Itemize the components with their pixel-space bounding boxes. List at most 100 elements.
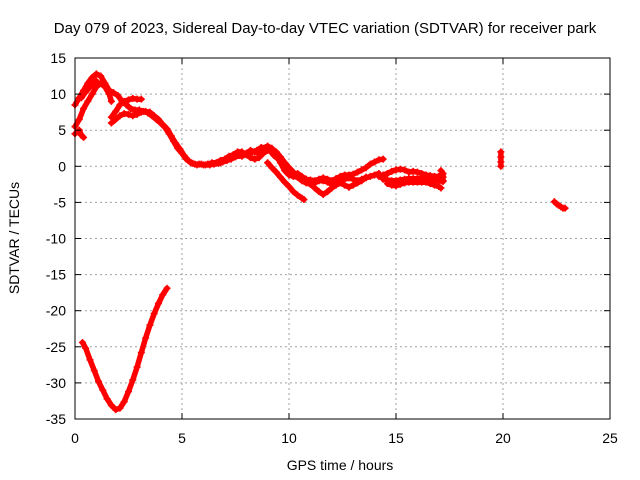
chart-title: Day 079 of 2023, Sidereal Day-to-day VTE… [54,20,597,37]
data-point [221,157,229,165]
data-point [80,105,88,113]
data-point [328,184,336,192]
y-tick-label: -20 [46,303,66,319]
data-point [154,299,162,307]
data-point [150,310,158,318]
y-tick-label: -5 [54,194,67,210]
series-arc-13 [437,167,447,185]
x-tick-labels: 0 5 10 15 20 25 [71,430,618,446]
data-point [388,167,396,175]
data-point [125,110,132,118]
data-point [281,167,289,175]
y-tick-label: -30 [46,375,66,391]
x-axis-label: GPS time / hours [287,457,394,473]
data-point [401,166,409,174]
series-trace [79,285,170,413]
data-point [129,376,137,384]
data-point [358,166,366,174]
data-point [437,184,445,192]
data-point [184,157,192,165]
data-point [341,181,349,189]
data-point [379,155,387,163]
series-arc-6 [107,94,145,121]
data-point [116,404,124,412]
data-point [345,174,353,182]
data-point [97,79,105,87]
series-arc-8 [264,159,308,204]
y-tick-label: -25 [46,339,66,355]
data-point [101,83,109,91]
data-point [159,291,167,299]
data-point [116,112,124,120]
data-point [99,386,107,394]
data-point [88,73,96,81]
y-tick-label: -10 [46,231,66,247]
series-arc-15 [550,198,569,212]
grid [75,58,610,419]
data-point [285,164,293,172]
data-point [163,284,171,292]
data-point [298,172,306,180]
data-point [319,177,327,185]
axis-ticks [74,57,611,420]
data-point [146,108,154,116]
data-point [133,363,141,371]
data-point [311,184,319,192]
data-point [105,90,113,98]
data-point [426,180,434,188]
data-point [114,92,122,100]
data-point [294,191,302,199]
data-point [176,145,184,153]
data-point [112,406,120,414]
data-point [324,188,332,196]
data-point [154,115,162,123]
data-point [319,190,327,198]
data-point [272,148,280,156]
data-point [362,173,370,181]
data-point [137,349,145,357]
data-point [358,177,366,185]
series-arc-10 [375,165,447,181]
data-point [75,115,83,123]
x-tick-label: 5 [178,430,186,446]
series-trace [72,127,87,141]
data-point [336,179,344,187]
data-point [107,401,115,409]
data-point [116,101,124,109]
data-point [163,125,171,133]
data-point [392,182,400,190]
data-point [300,196,308,204]
data-point [264,159,272,167]
data-point [95,377,103,385]
data-point [431,181,439,189]
y-tick-label: 5 [58,122,66,138]
data-point [268,164,276,172]
data-point [86,83,94,91]
data-point [285,183,293,191]
data-point [375,172,383,180]
data-point [349,181,357,189]
data-point [281,178,289,186]
data-point [242,151,250,159]
data-point [225,154,233,162]
x-tick-label: 0 [71,430,79,446]
y-axis-label: SDTVAR / TECUs [6,182,22,294]
data-point [345,183,353,191]
data-point [285,171,293,179]
data-point [497,162,505,170]
data-point [439,177,447,185]
data-point [259,149,267,157]
data-point [189,159,197,167]
data-point [413,168,421,176]
data-point [249,148,257,156]
data-point [129,112,137,120]
data-point [255,154,263,162]
data-point [229,151,237,159]
data-point [159,120,167,128]
data-point [306,180,314,188]
data-point [120,97,128,105]
series-trace [72,71,386,184]
data-point [97,72,105,80]
data-point [264,146,272,154]
